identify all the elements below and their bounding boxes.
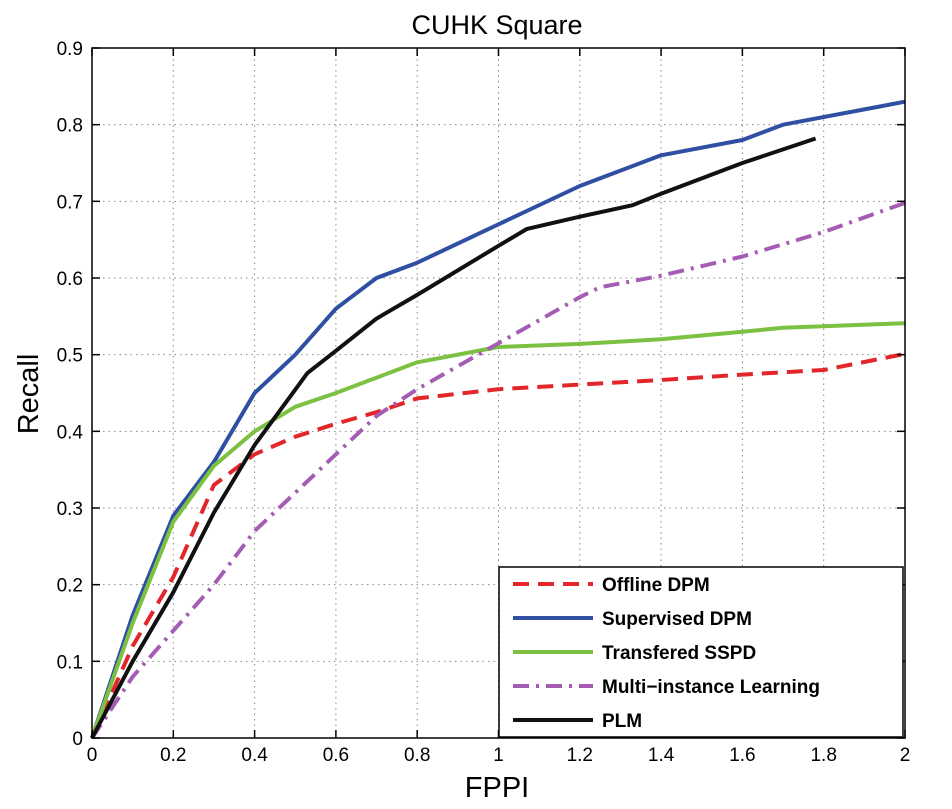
x-tick-label: 0.2: [160, 745, 186, 766]
y-tick-label: 0.1: [57, 652, 83, 673]
y-tick-label: 0: [72, 729, 83, 750]
y-axis-label: Recall: [13, 354, 45, 435]
x-axis-label: FPPI: [465, 772, 529, 804]
x-tick-label: 0.8: [404, 745, 430, 766]
series-line-1: [90, 351, 906, 739]
legend-label: Multi−instance Learning: [602, 677, 820, 698]
y-tick-label: 0.4: [57, 422, 84, 443]
y-tick-label: 0.3: [57, 499, 83, 520]
series-line-5: [90, 136, 817, 739]
series-lines: [90, 99, 906, 740]
x-tick-label: 1: [493, 745, 504, 766]
x-tick-label: 0: [87, 745, 98, 766]
x-tick-label: 0.4: [241, 745, 268, 766]
legend-label: Offline DPM: [602, 575, 710, 596]
legend-label: Supervised DPM: [602, 609, 752, 630]
x-tick-label: 0.6: [323, 745, 349, 766]
x-tick-label: 1.4: [648, 745, 675, 766]
series-line-2: [90, 99, 906, 739]
x-tick-label: 2: [900, 745, 911, 766]
x-tick-label: 1.6: [729, 745, 755, 766]
x-tick-label: 1.2: [567, 745, 593, 766]
series-line-3: [90, 321, 906, 739]
legend: Offline DPM Supervised DPM Transfered SSPD…: [498, 566, 904, 738]
legend-label: Transfered SSPD: [602, 643, 756, 664]
y-tick-label: 0.7: [57, 192, 83, 213]
axis-ticks: 0 0.2 0.4 0.6 0.8 1 1.2 1.4 1.6 1.8 2 0 0.1 0.2 0.3 0.4…: [57, 39, 911, 766]
chart-title: CUHK Square: [411, 10, 582, 40]
series-line-4: [90, 201, 906, 740]
y-tick-label: 0.8: [57, 116, 83, 137]
y-tick-label: 0.9: [57, 39, 83, 60]
legend-label: PLM: [602, 711, 642, 732]
y-tick-label: 0.5: [57, 346, 83, 367]
y-tick-label: 0.2: [57, 576, 83, 597]
y-tick-label: 0.6: [57, 269, 83, 290]
x-tick-label: 1.8: [810, 745, 836, 766]
